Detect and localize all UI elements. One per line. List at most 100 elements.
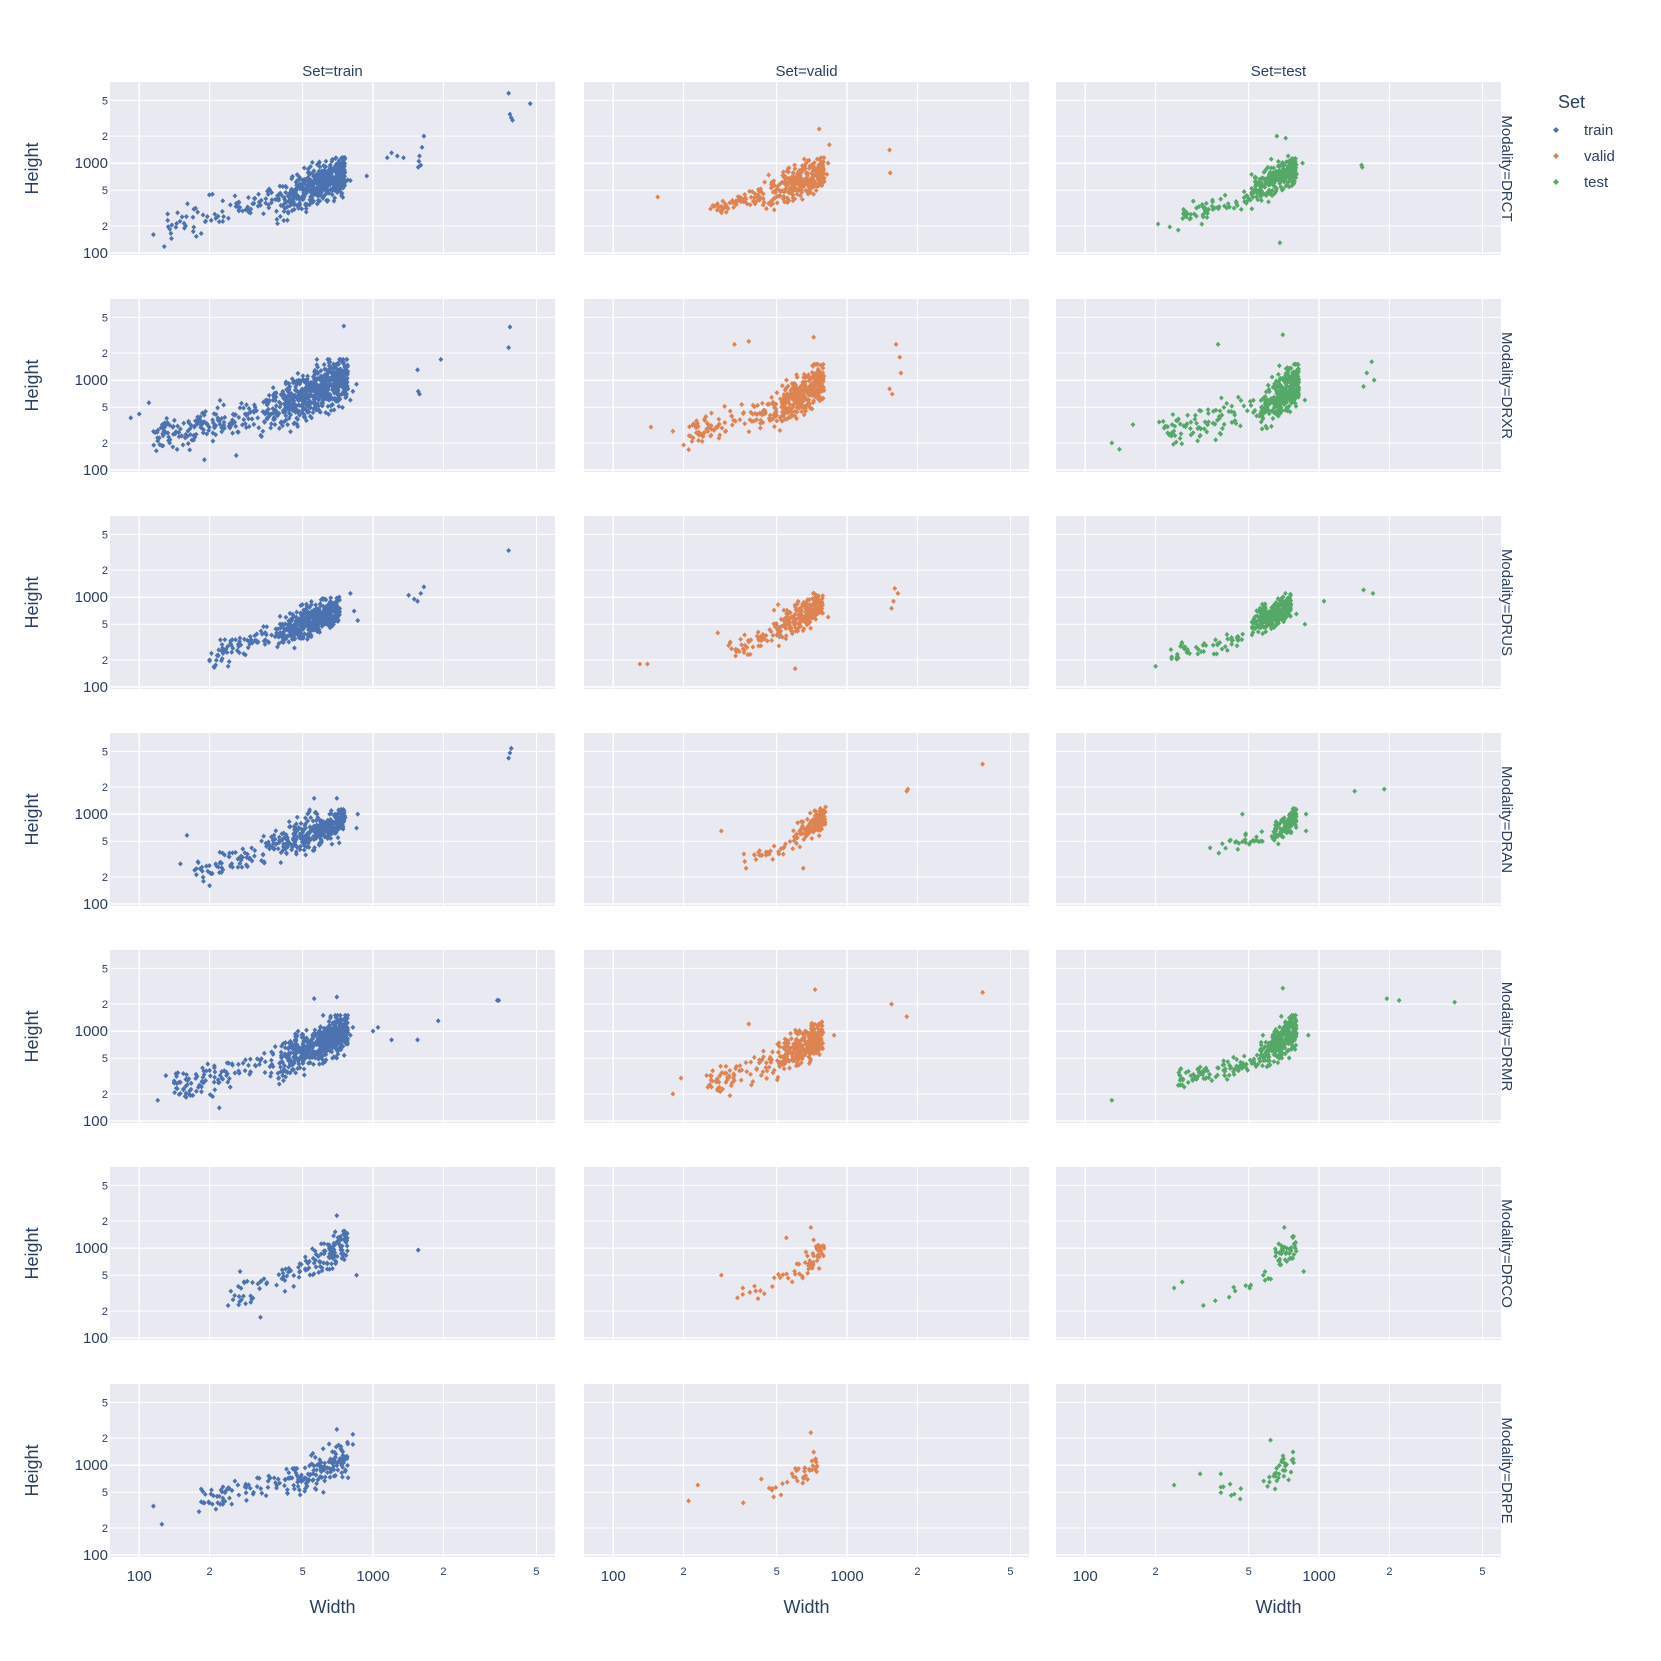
scatter-point bbox=[814, 181, 820, 187]
scatter-point bbox=[316, 160, 322, 166]
scatter-point bbox=[308, 186, 314, 192]
scatter-point bbox=[737, 194, 743, 201]
scatter-point bbox=[191, 224, 197, 230]
scatter-point bbox=[790, 195, 796, 201]
scatter-point bbox=[752, 194, 757, 201]
scatter-point bbox=[749, 189, 755, 195]
scatter-point bbox=[277, 213, 283, 220]
scatter-point bbox=[277, 190, 283, 196]
panel-DRUS-valid bbox=[584, 516, 1029, 689]
scatter-point bbox=[719, 210, 724, 216]
scatter-point bbox=[758, 186, 764, 192]
scatter-point bbox=[200, 212, 206, 218]
scatter-point bbox=[298, 195, 304, 201]
scatter-point bbox=[341, 177, 347, 183]
scatter-point bbox=[792, 166, 798, 172]
scatter-point bbox=[269, 199, 274, 206]
scatter-point bbox=[219, 208, 225, 215]
scatter-point bbox=[291, 206, 297, 213]
scatter-point bbox=[243, 207, 249, 213]
scatter-point bbox=[232, 193, 238, 199]
scatter-point bbox=[284, 184, 289, 190]
scatter-point bbox=[384, 155, 390, 161]
scatter-point bbox=[1280, 159, 1285, 166]
scatter-point bbox=[887, 170, 893, 176]
scatter-point bbox=[190, 214, 196, 220]
scatter-point bbox=[1254, 182, 1260, 188]
scatter-point bbox=[202, 219, 208, 225]
scatter-point bbox=[306, 170, 312, 177]
scatter-point bbox=[275, 220, 280, 227]
scatter-point bbox=[215, 213, 221, 219]
scatter-point bbox=[332, 195, 338, 201]
scatter-point bbox=[323, 164, 329, 170]
panel-background bbox=[1056, 82, 1501, 255]
scatter-point bbox=[790, 174, 796, 180]
scatter-point bbox=[307, 182, 313, 188]
scatter-point bbox=[161, 243, 167, 250]
y-tick-label: 5 bbox=[102, 619, 108, 631]
scatter-point bbox=[747, 202, 753, 208]
scatter-point bbox=[304, 187, 310, 193]
scatter-point bbox=[290, 174, 295, 180]
scatter-point bbox=[782, 199, 787, 205]
scatter-point bbox=[280, 183, 286, 190]
scatter-point bbox=[418, 162, 424, 168]
scatter-point bbox=[261, 211, 266, 217]
scatter-point bbox=[177, 218, 183, 224]
scatter-point bbox=[303, 206, 309, 212]
scatter-point bbox=[315, 193, 321, 199]
scatter-point bbox=[165, 217, 171, 223]
scatter-point bbox=[347, 177, 353, 184]
scatter-point bbox=[808, 175, 814, 181]
scatter-point bbox=[212, 211, 218, 217]
scatter-point bbox=[220, 198, 226, 204]
scatter-point bbox=[297, 174, 302, 180]
scatter-point bbox=[309, 159, 315, 165]
scatter-point bbox=[309, 170, 315, 176]
scatter-point bbox=[712, 203, 718, 209]
scatter-point bbox=[816, 126, 822, 132]
scatter-point bbox=[297, 196, 302, 203]
y-tick-label: 5 bbox=[102, 95, 108, 107]
scatter-point bbox=[394, 153, 400, 159]
scatter-point bbox=[198, 230, 204, 237]
scatter-point bbox=[331, 198, 337, 204]
scatter-point bbox=[269, 190, 274, 196]
scatter-point bbox=[322, 175, 327, 181]
scatter-point bbox=[167, 226, 173, 232]
scatter-point bbox=[771, 182, 777, 189]
scatter-point bbox=[813, 187, 819, 194]
scatter-point bbox=[339, 192, 344, 199]
scatter-point bbox=[151, 232, 156, 238]
scatter-point bbox=[723, 209, 729, 215]
scatter-point bbox=[332, 181, 337, 187]
scatter-point bbox=[303, 201, 308, 207]
scatter-point bbox=[1259, 175, 1265, 181]
scatter-point bbox=[790, 198, 796, 204]
scatter-point bbox=[295, 193, 301, 199]
scatter-point bbox=[389, 150, 394, 156]
scatter-point bbox=[165, 211, 171, 217]
scatter-point bbox=[800, 184, 806, 190]
scatter-point bbox=[255, 203, 261, 209]
scatter-point bbox=[193, 233, 199, 240]
scatter-point bbox=[730, 200, 735, 206]
scatter-point bbox=[263, 196, 269, 202]
scatter-point bbox=[771, 195, 777, 201]
y-tick-label: 100 bbox=[83, 245, 108, 262]
scatter-point bbox=[183, 223, 189, 229]
y-tick-label: 1000 bbox=[75, 155, 108, 172]
scatter-point bbox=[299, 177, 305, 183]
scatter-point bbox=[748, 194, 754, 200]
scatter-point bbox=[796, 168, 802, 174]
scatter-point bbox=[175, 210, 180, 216]
scatter-point bbox=[743, 196, 749, 202]
scatter-point bbox=[742, 191, 748, 198]
y-tick-label: 1000 bbox=[75, 806, 108, 823]
scatter-point bbox=[195, 209, 201, 215]
scatter-point bbox=[333, 169, 339, 175]
scatter-point bbox=[288, 198, 294, 204]
scatter-point bbox=[308, 198, 314, 205]
